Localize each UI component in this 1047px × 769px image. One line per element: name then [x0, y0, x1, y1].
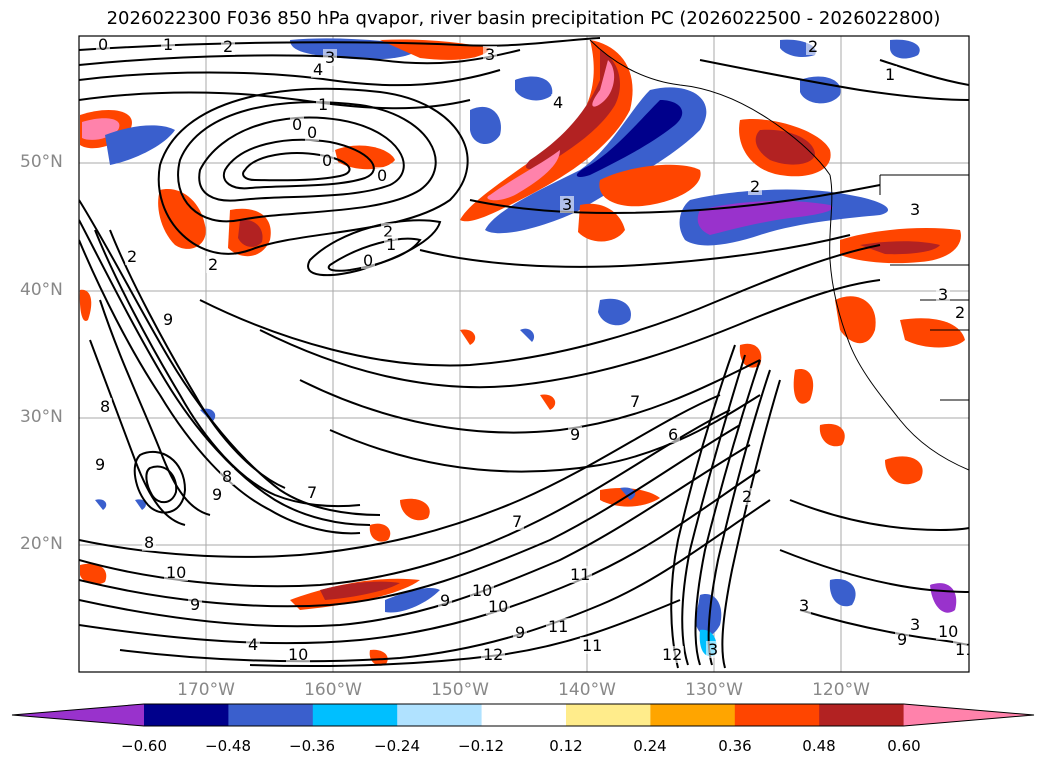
- lat-label-50n: 50°N: [20, 152, 63, 172]
- colorbar-swatch: [312, 704, 398, 726]
- contour-label: 6: [668, 425, 678, 444]
- lat-label-20n: 20°N: [20, 534, 63, 554]
- lon-label-150w: 150°W: [431, 680, 489, 700]
- contour-label: 1: [386, 235, 396, 254]
- colorbar-swatch: [397, 704, 483, 726]
- contour-label: 10: [472, 581, 492, 600]
- contour-label: 3: [910, 200, 920, 219]
- contour-label: 0: [98, 35, 108, 54]
- chart-title: 2026022300 F036 850 hPa qvapor, river ba…: [106, 8, 941, 29]
- contour-label: 2: [383, 222, 393, 241]
- contour-label: 3: [938, 285, 948, 304]
- contour-label: 11: [955, 640, 975, 659]
- contour-label: 2: [208, 255, 218, 274]
- contour-label: 10: [938, 622, 958, 641]
- contour-label: 11: [582, 636, 602, 655]
- contour-label: 9: [897, 630, 907, 649]
- contour-label: 8: [144, 533, 154, 552]
- contour-label: 0: [307, 123, 317, 142]
- contour-label: 1: [163, 35, 173, 54]
- lat-label-30n: 30°N: [20, 407, 63, 427]
- colorbar-tick-label: 0.24: [633, 737, 667, 755]
- contour-label: 3: [910, 615, 920, 634]
- gridlines: [79, 36, 969, 672]
- colorbar-swatch: [228, 704, 314, 726]
- contour-label: 2: [127, 247, 137, 266]
- colorbar-tick-label: −0.12: [458, 737, 504, 755]
- contour-label: 4: [553, 93, 563, 112]
- colorbar-tick-label: 0.36: [718, 737, 752, 755]
- shaded-field: [79, 38, 965, 666]
- contour-label: 10: [288, 645, 308, 664]
- contour-label: 3: [562, 195, 572, 214]
- contour-label: 2: [955, 303, 965, 322]
- contour-label: 2: [808, 37, 818, 56]
- contour-label: 8: [222, 467, 232, 486]
- contour-label: 0: [363, 251, 373, 270]
- colorbar-tick-label: 0.60: [887, 737, 921, 755]
- colorbar-swatch: [144, 704, 229, 726]
- contour-label: 3: [325, 48, 335, 67]
- contour-label: 7: [307, 483, 317, 502]
- contour-label: 9: [515, 623, 525, 642]
- lon-label-140w: 140°W: [558, 680, 616, 700]
- contour-label: 8: [100, 397, 110, 416]
- contour-label: 2: [223, 37, 233, 56]
- colorbar-swatch: [650, 704, 736, 726]
- colorbar-swatch: [734, 704, 820, 726]
- contour-label: 10: [166, 563, 186, 582]
- contour-label: 11: [570, 565, 590, 584]
- contour-label: 10: [488, 597, 508, 616]
- colorbar-tick-label: 0.12: [549, 737, 583, 755]
- contour-label: 3: [799, 596, 809, 615]
- contour-label: 9: [212, 485, 222, 504]
- contour-label: 1: [318, 95, 328, 114]
- contour-label: 3: [485, 45, 495, 64]
- contour-label: 7: [512, 512, 522, 531]
- colorbar-swatch: [819, 704, 905, 726]
- contour-label: 2: [742, 487, 752, 506]
- colorbar: [11, 703, 1035, 727]
- colorbar-tick-label: −0.24: [374, 737, 420, 755]
- lon-label-160w: 160°W: [304, 680, 362, 700]
- lon-label-130w: 130°W: [685, 680, 743, 700]
- contour-label: 0: [322, 151, 332, 170]
- colorbar-tick-label: −0.36: [289, 737, 335, 755]
- contour-label: 9: [440, 591, 450, 610]
- colorbar-swatch: [481, 704, 567, 726]
- contour-label: 0: [292, 115, 302, 134]
- colorbar-tick-label: −0.60: [121, 737, 167, 755]
- colorbar-extend-high: [903, 704, 1034, 726]
- contour-label: 0: [377, 166, 387, 185]
- colorbar-extend-low: [12, 704, 144, 726]
- contour-label: 2: [750, 177, 760, 196]
- lon-label-170w: 170°W: [177, 680, 235, 700]
- contour-label: 4: [248, 635, 258, 654]
- contour-label: 11: [548, 617, 568, 636]
- contour-label: 9: [570, 425, 580, 444]
- contour-label: 9: [163, 310, 173, 329]
- contour-label: 7: [630, 392, 640, 411]
- contour-label: 9: [190, 595, 200, 614]
- colorbar-tick-label: 0.48: [802, 737, 836, 755]
- colorbar-tick-label: −0.48: [205, 737, 251, 755]
- contour-label: 12: [483, 645, 503, 664]
- colorbar-swatch: [566, 704, 651, 726]
- contour-label: 9: [95, 455, 105, 474]
- contour-label: 3: [708, 640, 718, 659]
- contour-label: 1: [885, 65, 895, 84]
- contour-label: 12: [662, 645, 682, 664]
- lon-label-120w: 120°W: [812, 680, 870, 700]
- lat-label-40n: 40°N: [20, 280, 63, 300]
- contour-label: 4: [313, 60, 323, 79]
